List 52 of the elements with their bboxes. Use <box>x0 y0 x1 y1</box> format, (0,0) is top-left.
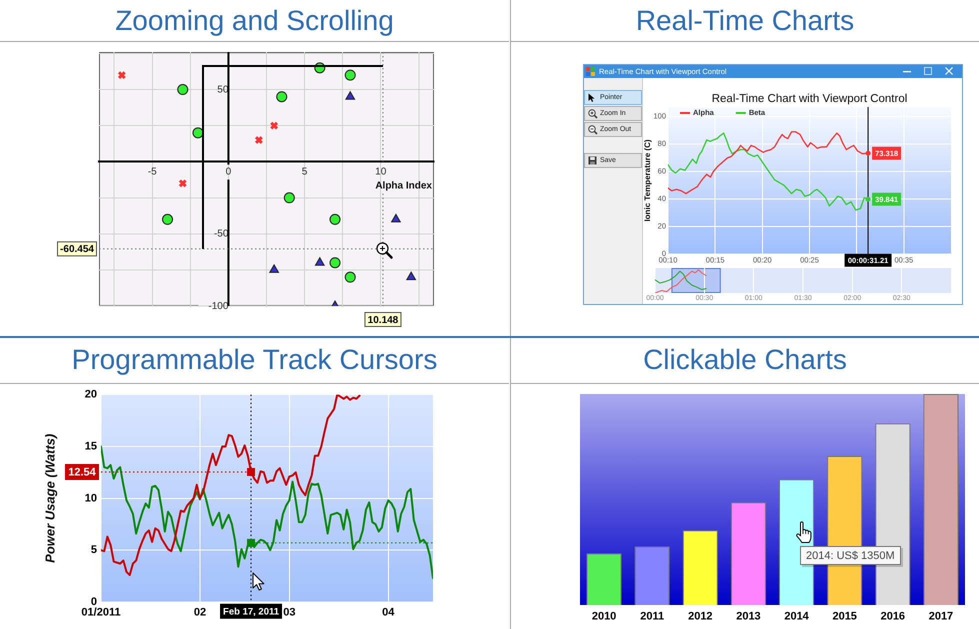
y-tick-label: 10 <box>84 492 97 504</box>
x-tick-label: 2017 <box>928 610 954 623</box>
chart-title: Clickable Charts <box>643 343 847 376</box>
point <box>406 272 416 280</box>
x-tick-label: 04 <box>382 606 396 619</box>
x-tick-label: 2014 <box>784 610 810 623</box>
y-tick-label: 15 <box>84 440 97 452</box>
point <box>269 264 279 273</box>
point <box>344 70 356 81</box>
ref-line-label: 12.54 <box>68 466 97 478</box>
point <box>330 214 341 225</box>
point <box>178 179 188 188</box>
x-tick-label: 2011 <box>640 610 664 623</box>
point <box>314 257 325 266</box>
point <box>118 70 126 80</box>
x-tick-label: 03 <box>283 606 296 619</box>
x-tick-label: 2016 <box>880 610 906 623</box>
point <box>330 257 341 268</box>
x-tick-label: 01/2011 <box>81 606 121 619</box>
chart-title: Programmable Track Cursors <box>72 343 438 376</box>
chart-title: Real-Time Charts <box>636 4 854 37</box>
point <box>270 121 278 130</box>
x-tick-label: 5 <box>302 166 308 178</box>
ref-line-label: Feb 17, 2011 <box>223 606 280 618</box>
point <box>344 272 356 283</box>
y-tick-label: 5 <box>90 544 97 556</box>
y-tick-label: 20 <box>84 388 97 401</box>
x-tick-label: -5 <box>148 166 158 178</box>
point <box>276 91 288 102</box>
x-tick-label: 2012 <box>688 610 713 623</box>
chart-subtitle: Real-Time Chart with Viewport Control <box>712 93 908 106</box>
point <box>192 127 204 138</box>
y-tick-label: 0 <box>90 596 97 608</box>
chart-title: Zooming and Scrolling <box>115 4 394 37</box>
ref-line-label: 10.148 <box>368 314 399 326</box>
point <box>162 214 174 225</box>
y-tick-label: -100 <box>208 300 229 312</box>
point <box>345 91 356 100</box>
point <box>284 192 295 204</box>
y-axis-title: Power Usage (Watts) <box>42 434 58 563</box>
x-tick-label: 2013 <box>736 610 761 623</box>
point <box>254 136 264 144</box>
x-tick-label: 2010 <box>592 610 616 623</box>
x-tick-label: 02 <box>194 606 206 619</box>
x-tick-label: 10 <box>375 166 387 178</box>
y-axis-title: Ionic Temperature (C) <box>643 139 652 222</box>
annotation: 2014: US$ 1350M <box>806 550 895 562</box>
x-axis-title: Alpha Index <box>375 180 432 192</box>
point <box>391 214 401 222</box>
point <box>177 84 188 96</box>
x-tick-label: 2015 <box>832 610 857 623</box>
ref-line-label: -60.454 <box>60 244 94 256</box>
